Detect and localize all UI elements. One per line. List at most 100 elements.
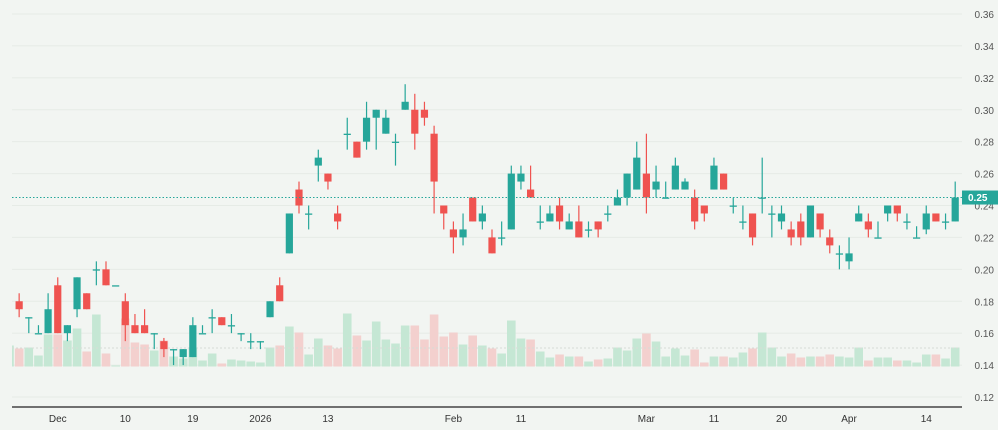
volume-bar — [227, 359, 236, 367]
candle-body — [459, 229, 467, 238]
candle-body — [353, 141, 361, 158]
x-tick-label: Apr — [841, 414, 857, 425]
volume-bar — [767, 347, 777, 367]
candle-body — [913, 237, 921, 239]
candle-body — [681, 181, 689, 190]
volume-bar — [815, 356, 825, 367]
candle-body — [73, 277, 81, 310]
candle-body — [536, 221, 544, 223]
volume-bar — [622, 350, 632, 367]
candle-body — [555, 205, 564, 222]
volume-bar — [921, 354, 931, 367]
candle-body — [951, 197, 959, 222]
candle-body — [662, 197, 670, 199]
x-tick-label: 11 — [709, 414, 720, 425]
y-axis[interactable]: 0.12 0.14 0.16 0.18 0.20 0.22 0.24 0.26 0.28 0.30… — [975, 10, 995, 404]
volume-bar — [429, 314, 439, 367]
volume-bar — [864, 360, 873, 367]
candle-body — [276, 285, 284, 302]
candle-body — [160, 341, 168, 350]
candle-body — [787, 229, 795, 238]
volume-bar — [82, 351, 91, 367]
candle-body — [633, 157, 641, 190]
candle-body — [169, 349, 178, 351]
volume-bars — [12, 313, 960, 367]
candle-body — [729, 205, 737, 207]
candle-body — [343, 133, 351, 135]
volume-bar — [217, 363, 227, 367]
x-axis[interactable]: Dec 10 19 2026 13 Feb 11 Mar 11 20 Apr 14 — [49, 414, 932, 425]
candle-body — [806, 205, 815, 238]
volume-bar — [777, 356, 786, 367]
candle-body — [54, 285, 62, 334]
volume-bar — [719, 356, 728, 367]
gridlines — [12, 13, 962, 398]
volume-bar — [690, 349, 699, 367]
volume-bar — [825, 354, 835, 367]
volume-bar — [487, 348, 497, 367]
candle-body — [642, 173, 650, 198]
volume-bar — [53, 334, 63, 367]
candle-body — [498, 237, 506, 239]
volume-bar — [449, 332, 458, 367]
candle-body — [401, 101, 409, 110]
volume-bar — [507, 320, 516, 367]
y-tick-label: 0.18 — [975, 297, 995, 308]
candle-body — [324, 173, 332, 182]
candle-body — [208, 317, 216, 319]
volume-bar — [342, 313, 352, 367]
volume-bar — [111, 365, 120, 367]
volume-bar — [873, 357, 883, 367]
candle-body — [941, 221, 950, 223]
candle-body — [382, 117, 390, 134]
candle-body — [575, 221, 583, 238]
volume-bar — [34, 355, 43, 367]
candle-body — [777, 213, 786, 222]
candle-body — [488, 237, 496, 254]
volume-bar — [661, 356, 670, 367]
candle-body — [748, 213, 757, 238]
volume-bar — [458, 344, 468, 367]
candle-body — [150, 333, 158, 335]
volume-bar — [391, 343, 400, 367]
volume-bar — [516, 338, 526, 367]
candle-body — [864, 221, 872, 230]
candle-body — [932, 213, 940, 222]
volume-bar — [256, 362, 265, 367]
volume-bar — [574, 356, 584, 367]
candle-body — [739, 221, 747, 223]
volume-bar — [400, 325, 410, 367]
volume-bar — [931, 354, 941, 367]
volume-bar — [207, 353, 217, 367]
candle-body — [623, 173, 631, 198]
volume-bar — [912, 362, 921, 367]
candle-body — [256, 341, 264, 343]
candle-body — [227, 325, 236, 327]
x-tick-label: Dec — [49, 414, 67, 425]
candle-body — [112, 285, 120, 287]
candle-body — [469, 197, 477, 222]
volume-bar — [728, 357, 738, 367]
candle-body — [314, 157, 322, 166]
candle-body — [34, 333, 43, 335]
candle-body — [874, 237, 882, 239]
volume-bar — [275, 345, 284, 367]
candle-body — [855, 213, 863, 222]
volume-bar — [381, 339, 391, 367]
candle-body — [700, 205, 708, 214]
x-tick-label: Feb — [445, 414, 463, 425]
volume-bar — [410, 325, 420, 367]
candle-body — [671, 165, 679, 190]
volume-bar — [92, 314, 101, 367]
volume-bar — [352, 335, 362, 367]
volume-bar — [786, 353, 796, 367]
volume-bar — [333, 348, 342, 367]
volume-bar — [236, 360, 246, 367]
candle-body — [83, 293, 91, 310]
candle-body — [720, 173, 728, 190]
y-tick-label: 0.16 — [975, 329, 995, 340]
candle-body — [710, 165, 718, 190]
volume-bar — [854, 347, 863, 367]
volume-bar — [294, 332, 304, 367]
